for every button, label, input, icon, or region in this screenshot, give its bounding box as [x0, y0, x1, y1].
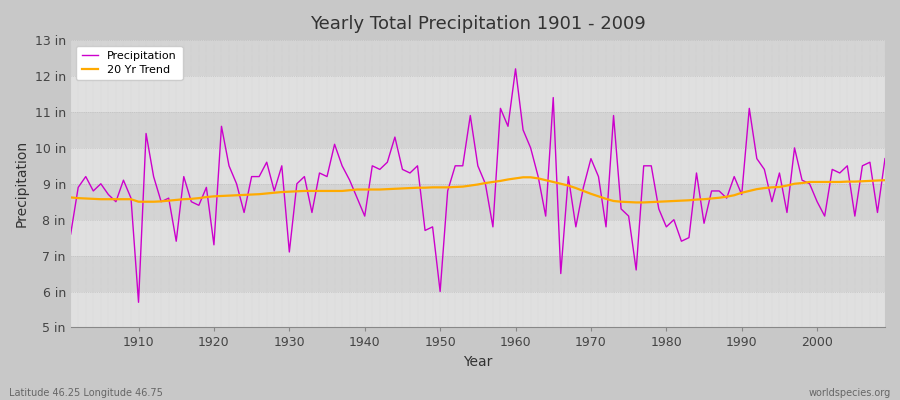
Text: Latitude 46.25 Longitude 46.75: Latitude 46.25 Longitude 46.75	[9, 388, 163, 398]
Bar	[71, 292, 885, 328]
20 Yr Trend	[292, 189, 302, 194]
Precipitation	[879, 156, 890, 161]
20 Yr Trend	[502, 177, 513, 182]
X-axis label: Year: Year	[464, 355, 492, 369]
Legend: Precipitation, 20 Yr Trend: Precipitation, 20 Yr Trend	[76, 46, 183, 80]
20 Yr Trend	[608, 199, 619, 204]
Title: Yearly Total Precipitation 1901 - 2009: Yearly Total Precipitation 1901 - 2009	[310, 15, 645, 33]
Line: Precipitation: Precipitation	[71, 69, 885, 302]
Line: 20 Yr Trend: 20 Yr Trend	[71, 177, 885, 202]
20 Yr Trend	[66, 195, 77, 200]
Bar	[71, 148, 885, 184]
Precipitation	[510, 66, 521, 71]
Bar	[71, 40, 885, 76]
Bar	[71, 220, 885, 256]
20 Yr Trend	[879, 178, 890, 182]
Text: worldspecies.org: worldspecies.org	[809, 388, 891, 398]
Precipitation	[133, 300, 144, 305]
20 Yr Trend	[631, 200, 642, 205]
Y-axis label: Precipitation: Precipitation	[15, 140, 29, 227]
20 Yr Trend	[337, 188, 347, 193]
Precipitation	[345, 178, 356, 182]
Precipitation	[126, 196, 137, 200]
Precipitation	[518, 128, 528, 132]
Precipitation	[299, 174, 310, 179]
Precipitation	[66, 232, 77, 236]
Precipitation	[526, 146, 536, 150]
Precipitation	[616, 206, 626, 211]
20 Yr Trend	[126, 197, 137, 202]
20 Yr Trend	[510, 176, 521, 181]
Bar	[71, 184, 885, 220]
Bar	[71, 76, 885, 112]
Bar	[71, 112, 885, 148]
Bar	[71, 256, 885, 292]
20 Yr Trend	[518, 175, 528, 180]
